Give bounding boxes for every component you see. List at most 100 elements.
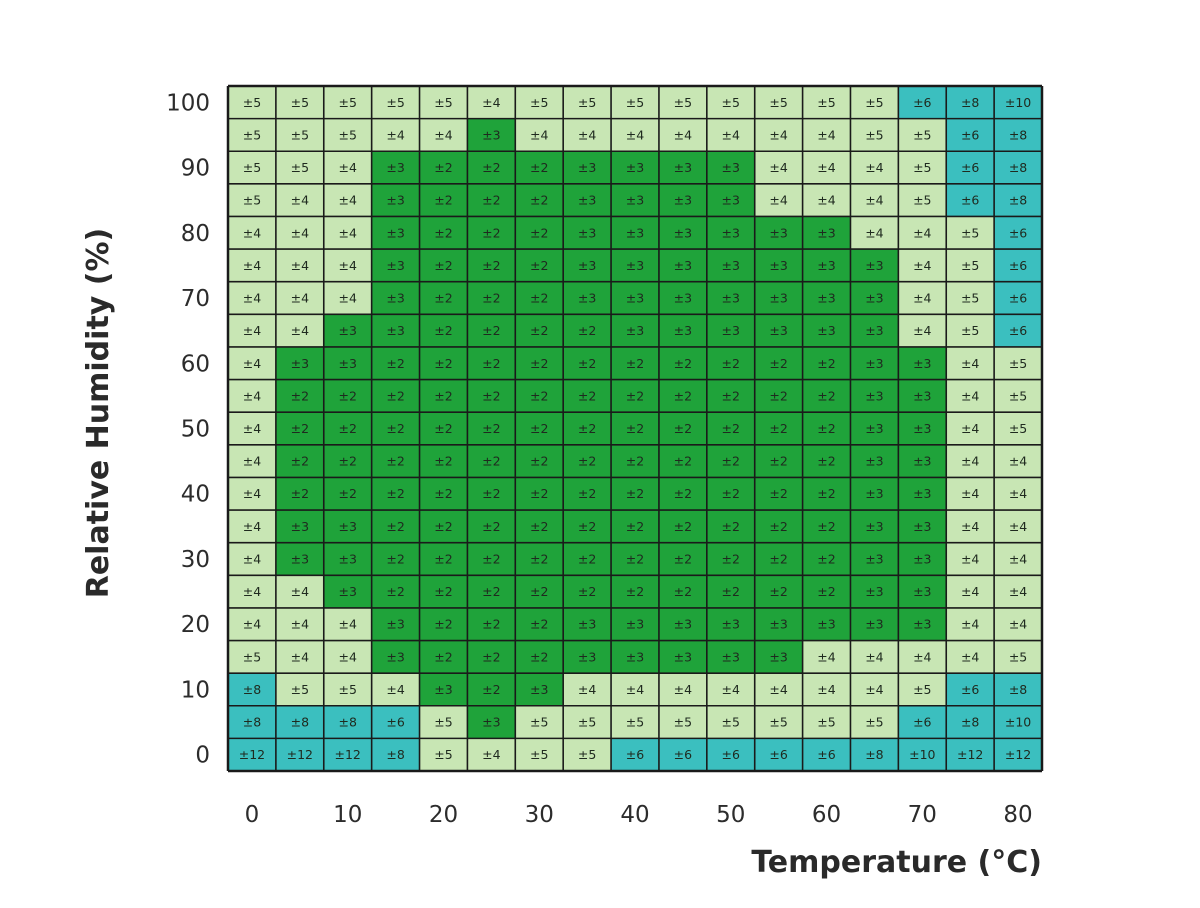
- heatmap-cell-label: ±3: [338, 323, 356, 338]
- heatmap-cell-label: ±4: [482, 747, 500, 762]
- heatmap-cell-label: ±6: [722, 747, 740, 762]
- heatmap-cell-label: ±4: [961, 421, 979, 436]
- heatmap-cell-label: ±2: [338, 421, 356, 436]
- heatmap-cell: [371, 412, 420, 445]
- heatmap-cell: [754, 444, 803, 478]
- heatmap-cell-label: ±2: [338, 486, 356, 501]
- heatmap-cell: [323, 379, 372, 413]
- heatmap-cell-label: ±3: [722, 649, 740, 664]
- y-tick-label: 0: [195, 743, 210, 769]
- heatmap-cell-label: ±4: [243, 454, 261, 469]
- heatmap-cell-label: ±4: [291, 193, 309, 208]
- heatmap-cell-label: ±4: [961, 551, 979, 566]
- heatmap-cell: [754, 705, 803, 739]
- heatmap-cell-label: ±6: [1009, 323, 1027, 338]
- heatmap-cell-label: ±5: [386, 95, 404, 110]
- heatmap-cell: [419, 346, 468, 380]
- heatmap-cell: [994, 183, 1042, 217]
- heatmap-cell: [658, 216, 707, 250]
- heatmap-cell-label: ±2: [578, 454, 596, 469]
- heatmap-cell-label: ±3: [291, 551, 309, 566]
- heatmap-cell-label: ±3: [722, 617, 740, 632]
- heatmap-cell: [706, 510, 755, 543]
- heatmap-cell-label: ±5: [291, 160, 309, 175]
- heatmap-cell-label: ±4: [769, 682, 787, 697]
- heatmap-cell: [371, 346, 420, 380]
- heatmap-cell: [515, 379, 564, 413]
- x-tick-label: 50: [716, 802, 745, 828]
- heatmap-cell-label: ±4: [243, 388, 261, 403]
- heatmap-cell: [946, 673, 995, 706]
- heatmap-cell-label: ±3: [386, 323, 404, 338]
- heatmap-cell-label: ±4: [243, 551, 261, 566]
- heatmap-cell: [467, 183, 516, 217]
- heatmap-cell: [419, 510, 468, 543]
- heatmap-cell-label: ±3: [817, 323, 835, 338]
- heatmap-cell-label: ±4: [913, 225, 931, 240]
- heatmap-cell: [611, 314, 659, 347]
- heatmap-cell: [563, 412, 612, 445]
- heatmap-cell-label: ±3: [386, 258, 404, 273]
- heatmap-cell: [467, 281, 516, 315]
- heatmap-cell: [994, 510, 1042, 543]
- heatmap-cell: [658, 444, 707, 478]
- heatmap-cell-label: ±5: [1009, 421, 1027, 436]
- heatmap-cell: [563, 607, 612, 641]
- heatmap-cell-label: ±5: [769, 715, 787, 730]
- heatmap-cell: [706, 86, 755, 119]
- heatmap-cell-label: ±3: [769, 225, 787, 240]
- heatmap-cell-label: ±4: [865, 682, 883, 697]
- heatmap-cell: [419, 314, 468, 347]
- heatmap-cell: [515, 281, 564, 315]
- heatmap-cell: [850, 281, 899, 315]
- heatmap-cell: [706, 542, 755, 576]
- heatmap-cell-label: ±4: [243, 323, 261, 338]
- heatmap-cell: [994, 412, 1042, 445]
- heatmap-cell-label: ±8: [961, 715, 979, 730]
- heatmap-cell-label: ±2: [434, 584, 452, 599]
- heatmap-cell-label: ±3: [865, 421, 883, 436]
- heatmap-cell: [323, 738, 372, 771]
- heatmap-cell: [371, 705, 420, 739]
- heatmap-cell: [802, 444, 851, 478]
- heatmap-cell: [946, 249, 995, 282]
- heatmap-cell: [754, 151, 803, 184]
- heatmap-cell: [275, 705, 324, 739]
- heatmap-cell-label: ±4: [913, 291, 931, 306]
- heatmap-cell-label: ±3: [769, 258, 787, 273]
- heatmap-cell-label: ±3: [913, 551, 931, 566]
- heatmap-cell-label: ±5: [291, 127, 309, 142]
- heatmap-cell-label: ±5: [243, 127, 261, 142]
- heatmap-cell: [275, 542, 324, 576]
- heatmap-cell-label: ±2: [578, 323, 596, 338]
- heatmap-cell-label: ±2: [578, 388, 596, 403]
- heatmap-cell: [946, 151, 995, 184]
- heatmap-cell: [611, 738, 659, 771]
- heatmap-cell-label: ±4: [722, 682, 740, 697]
- heatmap-cell: [754, 86, 803, 119]
- heatmap-cell: [275, 575, 324, 608]
- heatmap-cell: [611, 118, 659, 152]
- heatmap-cell-label: ±5: [722, 95, 740, 110]
- x-tick-label: 20: [429, 802, 458, 828]
- heatmap-cell: [898, 607, 947, 641]
- heatmap-cell-label: ±4: [674, 682, 692, 697]
- heatmap-cell: [467, 249, 516, 282]
- heatmap-cell-label: ±5: [626, 715, 644, 730]
- heatmap-cell: [563, 314, 612, 347]
- heatmap-cell: [658, 640, 707, 674]
- heatmap-cell: [802, 477, 851, 511]
- heatmap-cell-label: ±5: [961, 258, 979, 273]
- heatmap-cell: [754, 575, 803, 608]
- heatmap-cell: [802, 575, 851, 608]
- heatmap-cell-label: ±4: [338, 160, 356, 175]
- heatmap-cell-label: ±4: [291, 323, 309, 338]
- heatmap-cell-label: ±4: [243, 421, 261, 436]
- heatmap-cell: [754, 281, 803, 315]
- heatmap-cell: [371, 314, 420, 347]
- heatmap-cell: [371, 379, 420, 413]
- heatmap-cell: [754, 640, 803, 674]
- heatmap-cell-label: ±4: [530, 127, 548, 142]
